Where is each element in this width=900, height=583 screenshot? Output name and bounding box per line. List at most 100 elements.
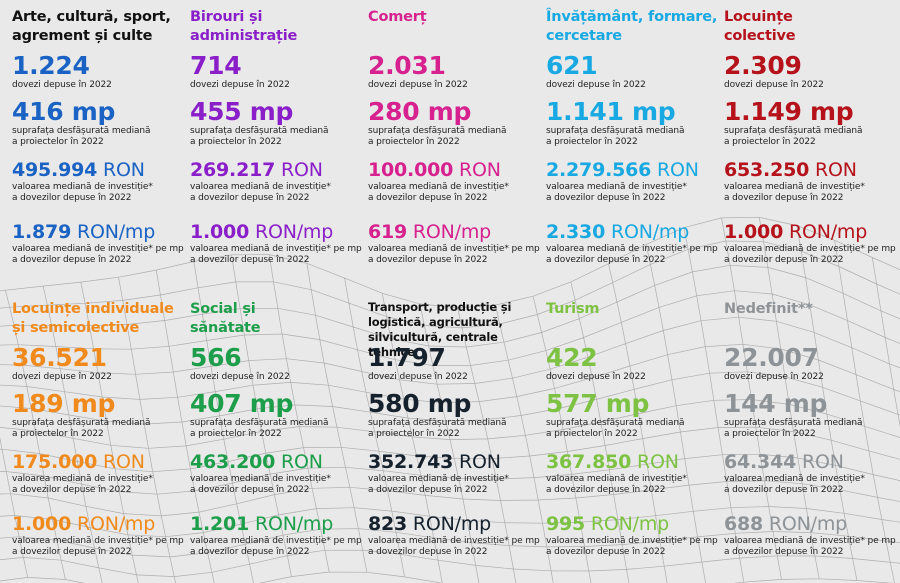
- per-sqm-metric: 688 RON/mp valoarea mediană de investiție…: [724, 512, 900, 562]
- per-sqm-label-line: valoarea mediană de investiție* pe mp: [546, 244, 718, 254]
- area-label-line: a proiectelor în 2022: [546, 429, 638, 439]
- category-title-line: administrație: [190, 28, 298, 44]
- area-label-line: a proiectelor în 2022: [12, 429, 104, 439]
- area-unit: mp: [605, 389, 650, 418]
- category-title: Locuințe individuale și semicolective: [12, 300, 190, 344]
- category-card: Social și sănătate 566 dovezi depuse în 202…: [190, 292, 368, 583]
- investment-value: 2.279.566 RON: [546, 158, 724, 182]
- investment-label-line: a dovezilor depuse în 2022: [724, 193, 844, 203]
- area-label-line: suprafața desfășurată mediană: [12, 418, 151, 428]
- area-unit: mp: [809, 97, 854, 126]
- area-number: 280: [368, 97, 420, 126]
- per-sqm-label-line: a dovezilor depuse în 2022: [546, 547, 666, 557]
- category-title-line: Locuințe: [724, 9, 793, 25]
- per-sqm-value: 1.000 RON/mp: [724, 220, 900, 244]
- investment-metric: 269.217 RON valoarea mediană de investiți…: [190, 158, 368, 218]
- per-sqm-metric: 1.000 RON/mp valoarea mediană de investiț…: [724, 220, 900, 270]
- category-card: Turism 422 dovezi depuse în 2022 577 mp supr…: [546, 292, 724, 583]
- area-value: 580 mp: [368, 390, 546, 418]
- per-sqm-label-line: valoarea mediană de investiție* pe mp: [368, 244, 540, 254]
- category-title-line: logistică, agricultură,: [368, 315, 503, 329]
- area-unit: mp: [249, 97, 294, 126]
- category-title-line: Locuințe individuale: [12, 301, 174, 317]
- investment-number: 463.200: [190, 451, 276, 473]
- dossiers-label: dovezi depuse în 2022: [546, 372, 646, 382]
- category-title: Nedefinit**: [724, 300, 900, 344]
- category-title-line: agrement și culte: [12, 28, 153, 44]
- per-sqm-label-line: valoarea mediană de investiție* pe mp: [546, 536, 718, 546]
- per-sqm-unit: RON/mp: [610, 221, 690, 243]
- dossiers-metric: 1.797 dovezi depuse în 2022: [368, 344, 546, 388]
- category-card: Nedefinit** 22.007 dovezi depuse în 2022 14…: [724, 292, 900, 583]
- area-number: 144: [724, 389, 776, 418]
- area-metric: 189 mp suprafața desfășurată mediană a pro…: [12, 390, 190, 448]
- per-sqm-metric: 995 RON/mp valoarea mediană de investiție…: [546, 512, 724, 562]
- category-card: Birouri și administrație 714 dovezi depuse …: [190, 0, 368, 292]
- per-sqm-number: 688: [724, 513, 764, 535]
- investment-number: 367.850: [546, 451, 632, 473]
- area-label-line: suprafața desfășurată mediană: [368, 418, 507, 428]
- category-title: Comerț: [368, 8, 546, 52]
- category-title-line: cercetare: [546, 28, 622, 44]
- area-metric: 144 mp suprafața desfășurată mediană a pro…: [724, 390, 900, 448]
- per-sqm-unit: RON/mp: [76, 513, 156, 535]
- per-sqm-label-line: valoarea mediană de investiție* pe mp: [190, 536, 362, 546]
- dossiers-count: 2.309: [724, 51, 802, 80]
- area-metric: 455 mp suprafața desfășurată mediană a pro…: [190, 98, 368, 156]
- dossiers-count: 621: [546, 51, 598, 80]
- area-label-line: a proiectelor în 2022: [368, 429, 460, 439]
- per-sqm-label-line: valoarea mediană de investiție* pe mp: [12, 244, 184, 254]
- investment-number: 653.250: [724, 159, 810, 181]
- investment-metric: 64.344 RON valoarea mediană de investiție…: [724, 450, 900, 510]
- dossiers-metric: 1.224 dovezi depuse în 2022: [12, 52, 190, 96]
- area-unit: mp: [71, 389, 116, 418]
- per-sqm-number: 1.000: [724, 221, 784, 243]
- area-unit: mp: [427, 389, 472, 418]
- per-sqm-label-line: valoarea mediană de investiție* pe mp: [724, 536, 896, 546]
- per-sqm-metric: 2.330 RON/mp valoarea mediană de investiț…: [546, 220, 724, 270]
- category-title: Social și sănătate: [190, 300, 368, 344]
- area-label-line: suprafața desfășurată mediană: [546, 126, 685, 136]
- per-sqm-value: 2.330 RON/mp: [546, 220, 724, 244]
- investment-value: 100.000 RON: [368, 158, 546, 182]
- investment-value: 367.850 RON: [546, 450, 724, 474]
- per-sqm-unit: RON/mp: [76, 221, 156, 243]
- category-title-line: Transport, producție și: [368, 300, 512, 314]
- category-title-line: colective: [724, 28, 796, 44]
- per-sqm-number: 1.000: [12, 513, 72, 535]
- area-label-line: a proiectelor în 2022: [368, 137, 460, 147]
- per-sqm-value: 1.879 RON/mp: [12, 220, 190, 244]
- per-sqm-label-line: valoarea mediană de investiție* pe mp: [12, 536, 184, 546]
- investment-number: 2.279.566: [546, 159, 652, 181]
- per-sqm-unit: RON/mp: [254, 513, 334, 535]
- per-sqm-unit: RON/mp: [412, 513, 492, 535]
- investment-value: 653.250 RON: [724, 158, 900, 182]
- dossiers-label: dovezi depuse în 2022: [368, 80, 468, 90]
- investment-label-line: a dovezilor depuse în 2022: [190, 193, 310, 203]
- investment-unit: RON: [636, 451, 679, 473]
- area-unit: mp: [631, 97, 676, 126]
- per-sqm-value: 995 RON/mp: [546, 512, 724, 536]
- category-title: Transport, producție și logistică, agricu…: [368, 300, 546, 359]
- dossiers-label: dovezi depuse în 2022: [724, 80, 824, 90]
- area-number: 407: [190, 389, 242, 418]
- area-label-line: suprafața desfășurată mediană: [724, 418, 863, 428]
- investment-unit: RON: [657, 159, 699, 181]
- investment-unit: RON: [458, 451, 501, 473]
- investment-unit: RON: [458, 159, 501, 181]
- area-value: 1.141 mp: [546, 98, 724, 126]
- per-sqm-label-line: valoarea mediană de investiție* pe mp: [368, 536, 540, 546]
- per-sqm-value: 823 RON/mp: [368, 512, 546, 536]
- area-number: 1.141: [546, 97, 624, 126]
- area-value: 407 mp: [190, 390, 368, 418]
- area-number: 189: [12, 389, 64, 418]
- area-metric: 416 mp suprafața desfășurată mediană a pro…: [12, 98, 190, 156]
- category-title-line: Birouri și: [190, 9, 263, 25]
- per-sqm-metric: 619 RON/mp valoarea mediană de investiție…: [368, 220, 546, 270]
- category-card: Comerț 2.031 dovezi depuse în 2022 280 mp su…: [368, 0, 546, 292]
- investment-value: 495.994 RON: [12, 158, 190, 182]
- investment-metric: 463.200 RON valoarea mediană de investiți…: [190, 450, 368, 510]
- investment-label-line: a dovezilor depuse în 2022: [368, 485, 488, 495]
- dossiers-count: 36.521: [12, 343, 107, 372]
- area-metric: 1.149 mp suprafața desfășurată mediană a p…: [724, 98, 900, 156]
